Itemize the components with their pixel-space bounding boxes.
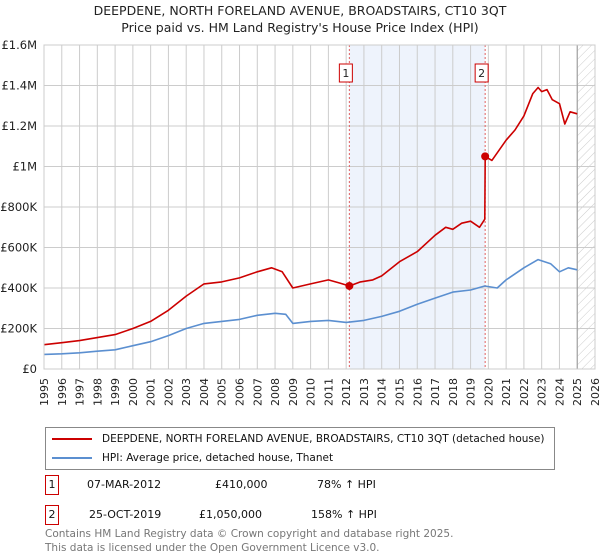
- x-tick-label: 2004: [198, 378, 211, 406]
- transaction-hpi: 158% ↑ HPI: [311, 508, 377, 521]
- x-tick-label: 1995: [38, 378, 51, 406]
- x-tick-label: 2000: [127, 378, 140, 406]
- legend-item-property: DEEPDENE, NORTH FORELAND AVENUE, BROADST…: [46, 431, 544, 447]
- transaction-date: 25-OCT-2019: [89, 508, 162, 521]
- legend-swatch-blue: [52, 457, 92, 459]
- x-tick-label: 1996: [56, 378, 69, 406]
- x-tick-label: 2021: [500, 378, 513, 406]
- x-tick-label: 2013: [358, 378, 371, 406]
- y-tick-label: £1M: [12, 160, 37, 174]
- transaction-price: £1,050,000: [199, 508, 262, 521]
- x-tick-label: 2015: [393, 378, 406, 406]
- x-tick-label: 2009: [287, 378, 300, 406]
- x-tick-label: 2026: [589, 378, 600, 406]
- x-tick-label: 2025: [571, 378, 584, 406]
- x-tick-label: 2006: [234, 378, 247, 406]
- chart-title: DEEPDENE, NORTH FORELAND AVENUE, BROADST…: [93, 3, 507, 18]
- x-tick-label: 2019: [465, 378, 478, 406]
- plot-border: [43, 44, 596, 370]
- transaction-price: £410,000: [215, 478, 268, 491]
- footer-line: Contains HM Land Registry data © Crown c…: [45, 528, 454, 540]
- y-tick-label: £800K: [0, 200, 37, 214]
- x-tick-label: 2014: [376, 378, 389, 406]
- legend-item-hpi: HPI: Average price, detached house, Than…: [46, 450, 333, 466]
- footer: Contains HM Land Registry data © Crown c…: [45, 527, 453, 555]
- x-tick-label: 2007: [251, 378, 264, 406]
- price-chart: 1995 1996 1997 1998 1999 2000 2001 2002 2003 2004…: [0, 38, 600, 406]
- x-tick-label: 2024: [553, 378, 566, 406]
- x-tick-label: 2012: [340, 378, 353, 406]
- x-tick-label: 2017: [429, 378, 442, 406]
- sale-badge-label: 2: [478, 67, 485, 80]
- x-tick-label: 2020: [482, 378, 495, 406]
- footer-line: This data is licensed under the Open Gov…: [45, 542, 380, 554]
- transaction-badge: 2: [45, 505, 59, 525]
- y-tick-label: £0: [22, 362, 37, 376]
- x-tick-label: 2010: [305, 378, 318, 406]
- legend-label: HPI: Average price, detached house, Than…: [102, 452, 334, 464]
- y-tick-label: £400K: [0, 281, 37, 295]
- transaction-date: 07-MAR-2012: [87, 478, 162, 491]
- x-tick-label: 2022: [518, 378, 531, 406]
- x-tick-label: 2003: [180, 378, 193, 406]
- x-tick-label: 2008: [269, 378, 282, 406]
- x-tick-label: 2016: [411, 378, 424, 406]
- legend: DEEPDENE, NORTH FORELAND AVENUE, BROADST…: [45, 427, 555, 470]
- legend-swatch-red: [52, 438, 92, 440]
- x-tick-label: 2005: [216, 378, 229, 406]
- x-tick-label: 1999: [109, 378, 122, 406]
- x-tick-label: 2018: [447, 378, 460, 406]
- y-tick-label: £600K: [0, 241, 37, 255]
- x-tick-label: 2023: [536, 378, 549, 406]
- hpi-line: [43, 258, 578, 356]
- sale-badge-label: 1: [342, 67, 349, 80]
- x-tick-label: 1998: [91, 378, 104, 406]
- sale-badge: [338, 63, 353, 83]
- x-tick-label: 2001: [145, 378, 158, 406]
- sale-point: [345, 281, 354, 290]
- x-tick-label: 2002: [162, 378, 175, 406]
- chart-subtitle: Price paid vs. HM Land Registry's House …: [121, 20, 479, 35]
- y-tick-label: £200K: [0, 322, 37, 336]
- property-price-line: [43, 86, 578, 346]
- sale-badge: [474, 63, 489, 83]
- y-tick-label: £1.2M: [1, 119, 37, 133]
- legend-label: DEEPDENE, NORTH FORELAND AVENUE, BROADST…: [102, 433, 545, 445]
- x-tick-label: 2011: [322, 378, 335, 406]
- transaction-badge: 1: [45, 475, 59, 495]
- y-tick-label: £1.6M: [1, 38, 37, 52]
- transaction-hpi: 78% ↑ HPI: [317, 478, 376, 491]
- sale-point: [481, 152, 490, 161]
- x-tick-label: 1997: [74, 378, 87, 406]
- y-tick-label: £1.4M: [1, 79, 37, 93]
